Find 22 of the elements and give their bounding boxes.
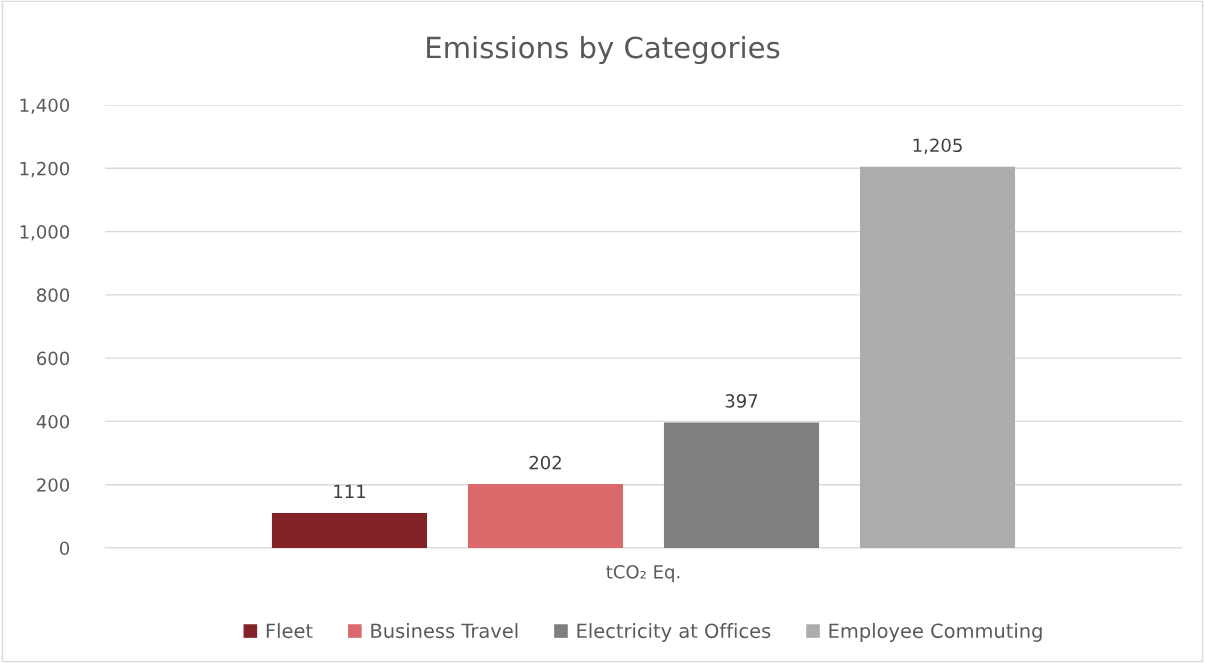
data-label: 111 — [334, 484, 366, 499]
data-label: 397 — [725, 394, 758, 408]
bar — [467, 484, 624, 548]
y-tick-label: 200 — [37, 478, 70, 492]
chart-title: Emissions by Categories — [427, 35, 780, 65]
x-tick-label: tCO₂ Eq. — [606, 564, 680, 583]
y-tick-label: 1,200 — [20, 161, 70, 178]
y-tick-label: 400 — [36, 414, 70, 429]
bar — [271, 512, 428, 548]
y-tick-label: 600 — [37, 351, 70, 366]
y-tick-label: 1,400 — [20, 98, 70, 114]
bar — [859, 166, 1016, 548]
data-label: 1,205 — [913, 138, 962, 154]
legend-label: Business Travel — [371, 623, 518, 639]
y-tick-label: 0 — [59, 541, 70, 556]
legend-label: Employee Commuting — [829, 623, 1042, 642]
data-label: 202 — [529, 455, 561, 470]
legend-label: Electricity at Offices — [577, 623, 771, 642]
bar — [663, 422, 820, 548]
y-tick-label: 800 — [37, 288, 70, 302]
y-tick-label: 1,000 — [20, 225, 70, 241]
legend-label: Fleet — [266, 623, 313, 639]
